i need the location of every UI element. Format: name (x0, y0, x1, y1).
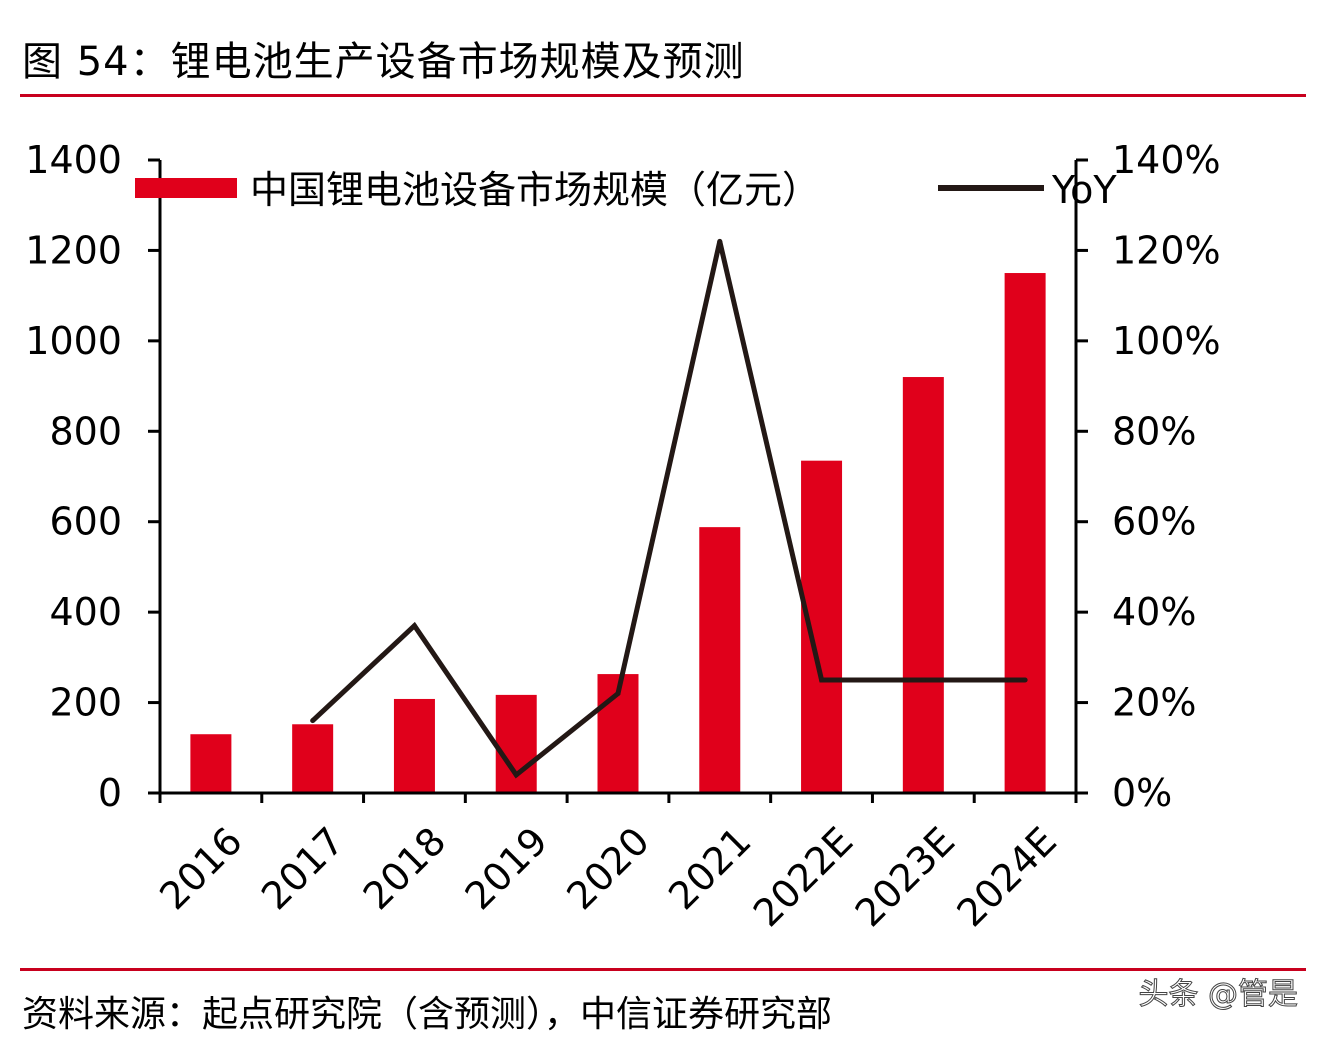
bar-2021 (699, 527, 741, 793)
right-tick-label: 0% (1112, 771, 1172, 815)
yoy-point-2017 (310, 718, 316, 724)
watermark: 头条 @管是 (1138, 977, 1299, 1013)
right-tick-label: 100% (1112, 319, 1221, 363)
bar-2023E (902, 377, 944, 793)
left-tick-label: 0 (98, 771, 122, 815)
right-tick-label: 120% (1112, 228, 1221, 272)
left-tick-label: 1000 (25, 319, 122, 363)
x-tick-label: 2023E (847, 819, 963, 935)
yoy-point-2022E (819, 677, 825, 683)
left-tick-label: 600 (49, 500, 122, 544)
x-tick-label: 2019 (457, 819, 557, 919)
x-tick-label: 2018 (355, 819, 455, 919)
source-note: 资料来源：起点研究院（含预测），中信证券研究部 (22, 994, 833, 1035)
right-tick-label: 80% (1112, 409, 1196, 453)
legend-label-bar: 中国锂电池设备市场规模（亿元） (250, 168, 820, 212)
yoy-point-2019 (513, 772, 519, 778)
right-tick-label: 40% (1112, 590, 1196, 634)
bar-2016 (190, 734, 232, 793)
title-divider (20, 94, 1306, 97)
x-tick-label: 2017 (253, 819, 353, 919)
x-tick-label: 2016 (151, 819, 251, 919)
right-tick-label: 20% (1112, 681, 1196, 725)
line-layer (310, 238, 1028, 779)
yoy-point-2024E (1022, 677, 1028, 683)
yoy-point-2018 (411, 623, 417, 629)
yoy-line (310, 240, 1026, 779)
left-tick-label: 1400 (25, 138, 122, 182)
legend-label-line: YoY (1051, 168, 1117, 212)
legend: 中国锂电池设备市场规模（亿元） YoY (135, 168, 1117, 212)
bar-2018 (393, 698, 435, 793)
x-tick-label: 2020 (558, 819, 658, 919)
bar-2017 (292, 724, 334, 793)
x-tick-label: 2024E (948, 819, 1064, 935)
yoy-point-2023E (920, 677, 926, 683)
left-tick-label: 1200 (25, 228, 122, 272)
chart-title: 图 54：锂电池生产设备市场规模及预测 (22, 39, 745, 85)
right-tick-label: 60% (1112, 500, 1196, 544)
yoy-point-2021 (717, 238, 723, 244)
x-tick-label: 2022E (745, 819, 861, 935)
left-tick-label: 800 (49, 409, 122, 453)
right-tick-label: 140% (1112, 138, 1221, 182)
bar-2024E (1004, 273, 1046, 793)
source-divider (20, 968, 1306, 971)
left-tick-label: 200 (49, 681, 122, 725)
legend-swatch-bar (135, 178, 237, 198)
left-tick-label: 400 (49, 590, 122, 634)
yoy-point-2020 (615, 691, 621, 697)
bar-2019 (495, 694, 537, 793)
